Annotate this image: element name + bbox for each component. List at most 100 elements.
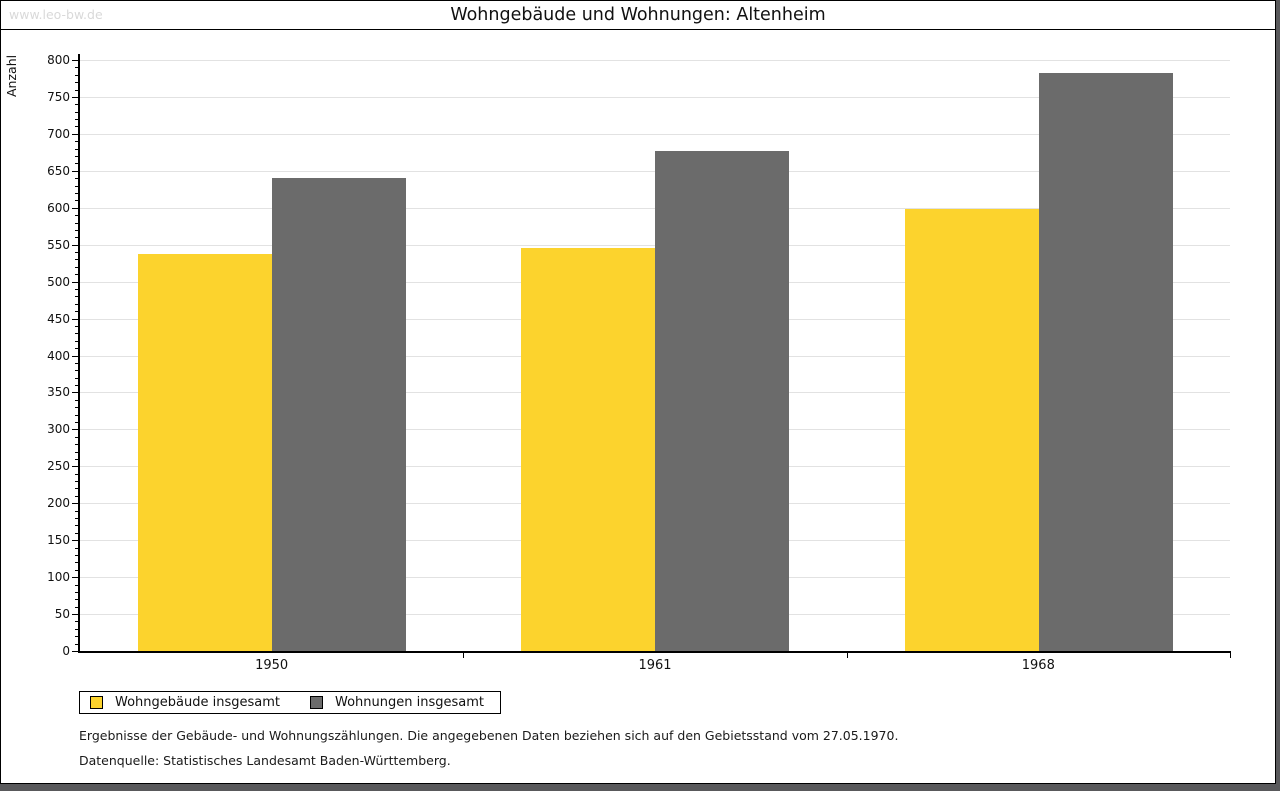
y-tick-label-50: 50: [54, 607, 70, 622]
y-tick-600: [72, 207, 80, 209]
y-tick-540: [75, 252, 80, 254]
y-tick-440: [75, 325, 80, 327]
footnote-source-info: Ergebnisse der Gebäude- und Wohnungszähl…: [79, 728, 899, 743]
y-tick-420: [75, 340, 80, 342]
y-tick-250: [72, 466, 80, 468]
gridline-550: [80, 244, 1230, 246]
x-category-label-1968: 1968: [1021, 658, 1055, 673]
y-axis-label: Anzahl: [4, 54, 19, 98]
y-tick-30: [75, 628, 80, 630]
y-tick-label-250: 250: [47, 459, 70, 474]
y-tick-label-0: 0: [62, 644, 70, 658]
y-tick-650: [72, 170, 80, 172]
y-tick-label-750: 750: [47, 89, 70, 104]
x-axis-line: [78, 651, 1230, 653]
y-tick-90: [75, 584, 80, 586]
y-tick-510: [75, 274, 80, 276]
gridline-650: [80, 170, 1230, 172]
y-tick-410: [75, 348, 80, 350]
y-tick-label-400: 400: [47, 348, 70, 363]
y-tick-40: [75, 621, 80, 623]
legend-box: Wohngebäude insgesamt Wohnungen insgesam…: [79, 691, 501, 714]
y-tick-760: [75, 89, 80, 91]
y-tick-800: [72, 60, 80, 61]
y-tick-180: [75, 518, 80, 520]
y-tick-720: [75, 119, 80, 121]
y-tick-670: [75, 156, 80, 158]
x-tick-2: [846, 651, 848, 658]
y-tick-790: [75, 67, 80, 69]
gridline-700: [80, 133, 1230, 135]
y-tick-label-650: 650: [47, 163, 70, 178]
y-tick-110: [75, 569, 80, 571]
gridline-800: [80, 60, 1230, 61]
gridline-750: [80, 96, 1230, 98]
y-tick-710: [75, 126, 80, 128]
y-tick-20: [75, 636, 80, 638]
y-tick-530: [75, 259, 80, 261]
bar-wohngebaeude-1968: [904, 209, 1039, 651]
y-tick-label-500: 500: [47, 274, 70, 289]
y-tick-200: [72, 503, 80, 505]
gridline-600: [80, 207, 1230, 209]
y-tick-550: [72, 244, 80, 246]
legend-swatch-yellow-icon: [90, 696, 103, 709]
legend-item-wohngebaeude: Wohngebäude insgesamt: [90, 695, 280, 710]
y-tick-570: [75, 229, 80, 231]
y-tick-700: [72, 133, 80, 135]
y-tick-280: [75, 444, 80, 446]
y-tick-690: [75, 141, 80, 143]
y-axis-line: [78, 54, 80, 653]
y-tick-150: [72, 540, 80, 542]
y-tick-210: [75, 495, 80, 497]
y-tick-60: [75, 606, 80, 608]
bar-wohnungen-1968: [1038, 73, 1173, 651]
y-tick-430: [75, 333, 80, 335]
y-tick-label-150: 150: [47, 533, 70, 548]
y-tick-230: [75, 481, 80, 483]
y-tick-460: [75, 311, 80, 313]
footnote-data-source: Datenquelle: Statistisches Landesamt Bad…: [79, 753, 451, 768]
y-tick-750: [72, 96, 80, 98]
y-tick-220: [75, 488, 80, 490]
y-tick-120: [75, 562, 80, 564]
y-tick-350: [72, 392, 80, 394]
y-tick-580: [75, 222, 80, 224]
y-tick-360: [75, 385, 80, 387]
y-tick-0: [72, 651, 80, 652]
bar-wohngebaeude-1961: [521, 247, 656, 651]
y-tick-label-450: 450: [47, 311, 70, 326]
y-tick-70: [75, 599, 80, 601]
y-tick-680: [75, 148, 80, 150]
y-tick-10: [75, 643, 80, 645]
y-tick-label-800: 800: [47, 53, 70, 67]
y-tick-450: [72, 318, 80, 320]
watermark-text: www.leo-bw.de: [9, 7, 103, 22]
y-tick-300: [72, 429, 80, 431]
y-tick-470: [75, 303, 80, 305]
y-tick-610: [75, 200, 80, 202]
y-tick-340: [75, 399, 80, 401]
y-tick-640: [75, 178, 80, 180]
y-tick-740: [75, 104, 80, 106]
y-tick-490: [75, 289, 80, 290]
y-tick-140: [75, 547, 80, 549]
y-tick-label-600: 600: [47, 200, 70, 215]
y-tick-390: [75, 362, 80, 364]
legend-swatch-gray-icon: [310, 696, 323, 709]
y-tick-480: [75, 296, 80, 298]
header-bar: www.leo-bw.de Wohngebäude und Wohnungen:…: [1, 1, 1275, 30]
y-tick-270: [75, 451, 80, 453]
x-tick-1: [463, 651, 465, 658]
y-tick-190: [75, 510, 80, 512]
y-tick-label-350: 350: [47, 385, 70, 400]
y-tick-160: [75, 532, 80, 534]
y-tick-170: [75, 525, 80, 527]
y-tick-260: [75, 458, 80, 460]
y-tick-620: [75, 192, 80, 194]
x-category-label-1961: 1961: [638, 658, 672, 673]
y-tick-770: [75, 82, 80, 84]
y-tick-330: [75, 407, 80, 409]
y-tick-370: [75, 377, 80, 379]
